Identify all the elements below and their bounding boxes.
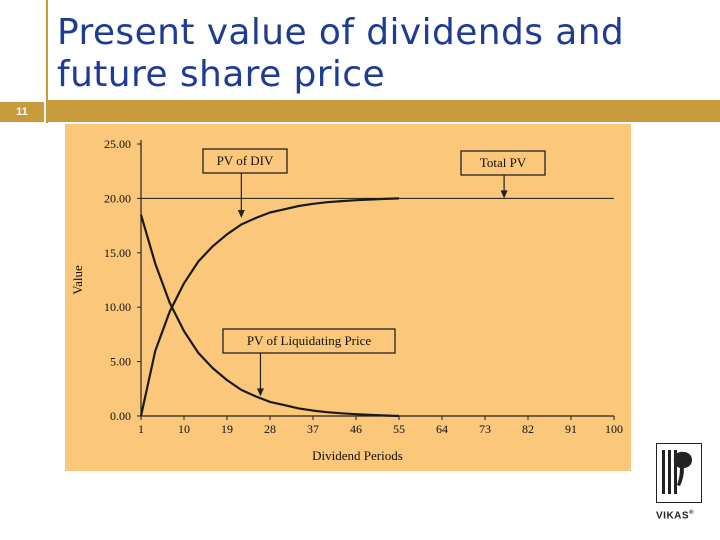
y-tick-label: 15.00 [104,246,131,260]
series-line-2 [139,214,400,418]
x-tick-label: 82 [522,422,534,436]
title-underline-bar [47,100,720,122]
chart: 25.00 20.00 15.00 10.00 5.00 0.00 1 10 19 28 37 46 5… [70,137,623,463]
left-rail: 11 [0,0,44,123]
vertical-divider [46,0,48,123]
x-tick-label: 37 [307,422,319,436]
annotation-arrowhead [500,190,508,199]
axes [137,140,615,420]
x-tick-label: 46 [350,422,362,436]
y-tick-label: 5.00 [110,355,131,369]
logo-mark-icon [656,443,702,503]
x-tick-label: 10 [178,422,190,436]
annotation-label: PV of DIV [217,153,274,168]
annotations: PV of DIV Total PV PV of Liquidating Price [202,148,546,397]
x-tick-label: 64 [436,422,448,436]
annotation-label: PV of Liquidating Price [247,333,372,348]
x-tick-label: 55 [393,422,405,436]
x-tick-label: 1 [138,422,144,436]
logo-wordmark: VIKAS® [656,510,716,521]
annotation-box [222,328,396,354]
chart-panel: 25.00 20.00 15.00 10.00 5.00 0.00 1 10 19 28 37 46 5… [65,124,631,471]
vikas-logo: VIKAS® [656,443,704,525]
annotation-arrowhead [237,209,245,218]
annotation-box [202,148,288,174]
annotation-label: Total PV [480,155,527,170]
y-tick-label: 25.00 [104,137,131,151]
series [139,197,614,418]
annotation-box [460,150,546,176]
x-tick-label: 100 [605,422,623,436]
x-tick-label: 19 [221,422,233,436]
slide-number: 11 [0,102,44,122]
x-axis-label: Dividend Periods [312,448,403,463]
labels: 25.00 20.00 15.00 10.00 5.00 0.00 1 10 19 28 37 46 5… [70,137,623,463]
x-tick-label: 91 [565,422,577,436]
title-line-2: future share price [57,54,386,95]
x-tick-label: 28 [264,422,276,436]
y-tick-label: 20.00 [104,191,131,205]
slide-title: Present value of dividends and future sh… [57,12,697,96]
x-tick-label: 73 [479,422,491,436]
title-line-1: Present value of dividends and [57,12,625,53]
series-line-1 [139,197,400,417]
annotation-arrowhead [256,388,264,397]
y-tick-label: 0.00 [110,409,131,423]
y-tick-label: 10.00 [104,300,131,314]
registered-mark: ® [689,510,694,516]
logo-name: VIKAS [656,510,690,522]
y-axis-label: Value [70,265,85,295]
